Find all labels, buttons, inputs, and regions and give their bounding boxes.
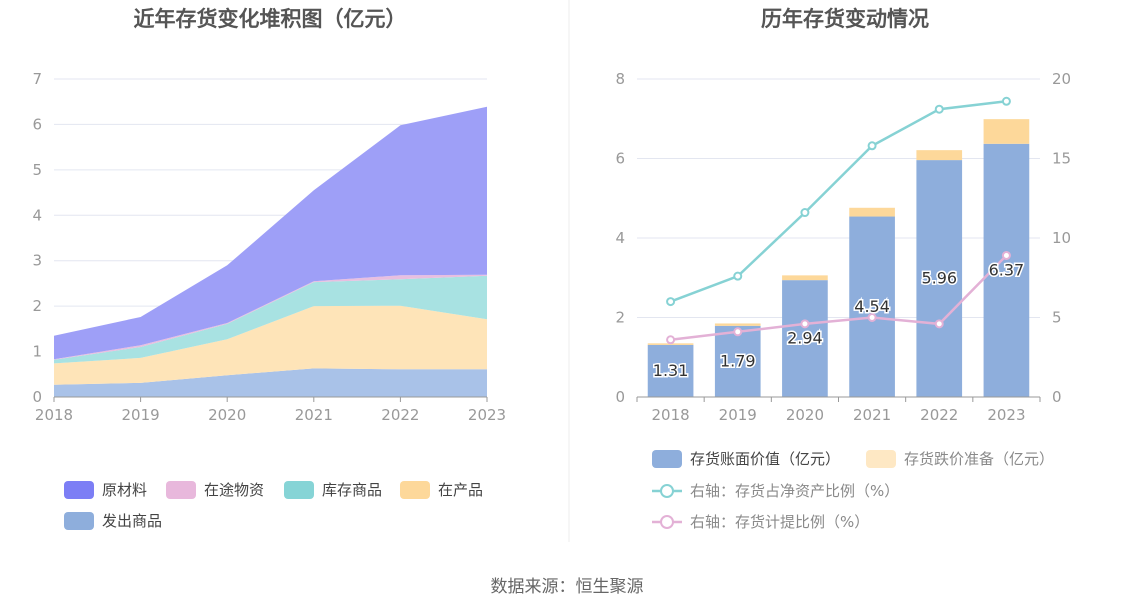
legend-in-transit-swatch (166, 481, 196, 499)
bar-data-label: 1.79 (720, 351, 756, 370)
right-grid (637, 78, 1040, 398)
right-legend: 存货账面价值（亿元） 存货跌价准备（亿元） 右轴：存货占净资产比例（%） 右轴：存货计… (652, 450, 1054, 531)
legend-provision-ratio-label: 右轴：存货计提比例（%） (690, 513, 869, 531)
bar-line-chart: 历年存货变动情况 1.311.792.944.545.96 6.37 024680… (615, 7, 1071, 531)
left-x-tick-label: 2022 (381, 406, 419, 424)
right-x-tick-label: 2023 (987, 406, 1025, 424)
area-stock-goods (54, 275, 487, 364)
right-y2-tick-label: 5 (1052, 309, 1062, 327)
line-provision-ratio-point (1001, 250, 1011, 260)
right-y2-tick-label: 10 (1052, 229, 1071, 247)
line-net-asset-ratio (670, 100, 1007, 303)
bar-book-value (714, 325, 761, 397)
legend-impairment-reserve-swatch (866, 450, 896, 468)
line-net-asset-ratio-point (867, 141, 877, 151)
line-net-asset-ratio-point (934, 104, 944, 114)
bar-book-value (782, 280, 828, 397)
area-raw-materials (54, 106, 487, 360)
line-provision-ratio-point (867, 313, 877, 322)
right-x-tick-label: 2021 (853, 406, 891, 424)
left-x-tick-label: 2018 (35, 406, 73, 424)
legend-shipped-goods-label: 发出商品 (102, 512, 162, 530)
source-note: 数据来源：恒生聚源 (491, 577, 644, 597)
right-y-tick-label: 2 (615, 309, 625, 327)
right-y-tick-label: 0 (615, 388, 625, 406)
legend-provision-ratio-swatch-marker (660, 515, 674, 529)
right-axis: 0 2 4 6 8 0 5 10 15 20 2018 2019 2020 2021 2022 2023 (615, 70, 1071, 424)
right-x-tick-label: 2022 (920, 406, 958, 424)
left-y-tick-label: 7 (32, 70, 42, 88)
legend-work-in-progress-label: 在产品 (438, 481, 483, 499)
legend-net-asset-ratio-swatch-marker (660, 484, 674, 498)
left-y-tick-label: 5 (32, 161, 42, 179)
left-chart-title: 近年存货变化堆积图（亿元） (134, 7, 407, 31)
legend-impairment-reserve-label: 存货跌价准备（亿元） (904, 450, 1054, 468)
left-x-tick-label: 2023 (468, 406, 506, 424)
legend-stock-goods-swatch (284, 481, 314, 499)
legend-work-in-progress-swatch (400, 481, 430, 499)
bar-data-label: 4.54 (854, 297, 890, 316)
left-x-tick-label: 2020 (208, 406, 246, 424)
line-provision-ratio-point (800, 319, 810, 329)
left-y-tick-label: 2 (32, 297, 42, 315)
left-areas (54, 106, 487, 397)
bar-book-value (647, 344, 694, 397)
line-provision-ratio (670, 254, 1008, 342)
left-x-tick-label: 2021 (295, 406, 333, 424)
legend-book-value-swatch (652, 450, 682, 468)
legend-raw-materials-swatch (64, 481, 94, 499)
right-y-tick-label: 6 (615, 150, 625, 168)
bar-data-label: 2.94 (787, 329, 823, 348)
left-y-tick-label: 6 (32, 115, 42, 133)
left-y-tick-label: 1 (32, 343, 42, 361)
right-y2-tick-label: 20 (1052, 70, 1071, 88)
legend-net-asset-ratio-label: 右轴：存货占净资产比例（%） (690, 482, 899, 500)
line-net-asset-ratio-point (800, 208, 810, 218)
right-y-tick-label: 8 (615, 70, 625, 88)
right-x-tick-label: 2020 (786, 406, 824, 424)
left-y-tick-label: 4 (32, 206, 42, 224)
left-axis: 0 1 2 3 4 5 6 7 2018 2019 2020 2021 2022 2023 (32, 70, 506, 424)
area-work-in-progress (54, 305, 487, 385)
right-y2-tick-label: 15 (1052, 150, 1071, 168)
left-x-tick-label: 2019 (122, 406, 160, 424)
bar-book-value (849, 216, 895, 397)
line-provision-ratio-point (666, 335, 676, 345)
line-net-asset-ratio-point (666, 297, 676, 307)
right-x-tick-label: 2019 (719, 406, 757, 424)
line-provision-ratio-point (934, 319, 944, 329)
legend-book-value-label: 存货账面价值（亿元） (690, 450, 840, 468)
right-x-tick-label: 2018 (651, 406, 689, 424)
bar-book-value (916, 160, 963, 397)
right-chart-title: 历年存货变动情况 (761, 7, 929, 31)
bar-data-label: 1.31 (653, 361, 689, 380)
bar-data-label: 6.37 (989, 260, 1025, 279)
legend-in-transit-label: 在途物资 (204, 481, 264, 499)
bar-impairment-reserve (983, 119, 1030, 144)
left-y-tick-label: 0 (32, 388, 42, 406)
line-provision-ratio-point (733, 327, 743, 337)
left-y-tick-label: 3 (32, 252, 42, 270)
bar-impairment-reserve (782, 275, 828, 281)
right-y2-tick-label: 0 (1052, 388, 1062, 406)
legend-raw-materials-label: 原材料 (102, 481, 147, 499)
right-bars (647, 119, 1030, 397)
line-net-asset-ratio-point (733, 271, 743, 281)
bar-impairment-reserve (714, 323, 761, 326)
right-y-tick-label: 4 (615, 229, 625, 247)
bar-data-label: 5.96 (921, 269, 957, 288)
stacked-area-chart: 近年存货变化堆积图（亿元） 0 1 2 3 4 5 6 7 2018 2019 2020 2021 20… (32, 7, 506, 530)
right-lines (666, 96, 1011, 345)
legend-stock-goods-label: 库存商品 (322, 481, 382, 499)
legend-shipped-goods-swatch (64, 512, 94, 530)
right-bar-labels: 1.31 1.79 2.94 4.54 5.96 6.37 (651, 259, 1025, 382)
area-shipped-goods (54, 368, 487, 397)
bar-impairment-reserve (849, 207, 895, 217)
line-net-asset-ratio-point (1001, 96, 1011, 106)
bar-impairment-reserve (916, 150, 963, 161)
